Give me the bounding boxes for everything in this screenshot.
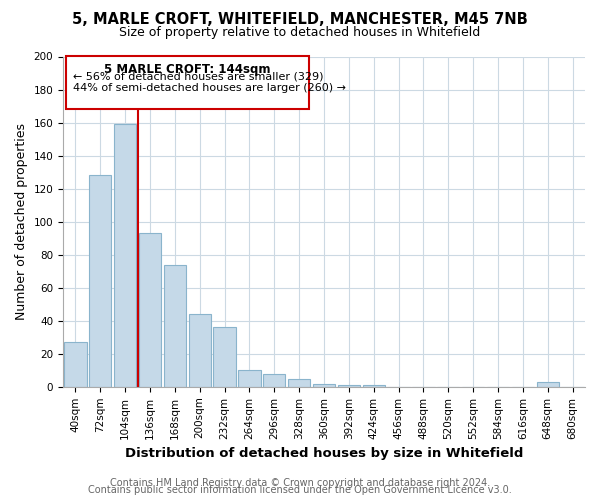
Bar bbox=[338, 385, 360, 387]
Bar bbox=[288, 378, 310, 387]
Bar bbox=[313, 384, 335, 387]
Bar bbox=[164, 264, 186, 387]
Text: Size of property relative to detached houses in Whitefield: Size of property relative to detached ho… bbox=[119, 26, 481, 39]
Y-axis label: Number of detached properties: Number of detached properties bbox=[15, 123, 28, 320]
Bar bbox=[139, 233, 161, 387]
Bar bbox=[65, 56, 309, 110]
Text: 5, MARLE CROFT, WHITEFIELD, MANCHESTER, M45 7NB: 5, MARLE CROFT, WHITEFIELD, MANCHESTER, … bbox=[72, 12, 528, 28]
Bar bbox=[114, 124, 136, 387]
Text: 5 MARLE CROFT: 144sqm: 5 MARLE CROFT: 144sqm bbox=[104, 63, 271, 76]
Text: 44% of semi-detached houses are larger (260) →: 44% of semi-detached houses are larger (… bbox=[73, 83, 346, 93]
Bar bbox=[263, 374, 286, 387]
Bar bbox=[64, 342, 86, 387]
Text: Contains HM Land Registry data © Crown copyright and database right 2024.: Contains HM Land Registry data © Crown c… bbox=[110, 478, 490, 488]
Bar bbox=[362, 385, 385, 387]
Text: ← 56% of detached houses are smaller (329): ← 56% of detached houses are smaller (32… bbox=[73, 72, 323, 82]
Bar bbox=[536, 382, 559, 387]
Bar bbox=[214, 328, 236, 387]
Bar bbox=[238, 370, 260, 387]
Text: Contains public sector information licensed under the Open Government Licence v3: Contains public sector information licen… bbox=[88, 485, 512, 495]
Bar bbox=[89, 176, 112, 387]
X-axis label: Distribution of detached houses by size in Whitefield: Distribution of detached houses by size … bbox=[125, 447, 523, 460]
Bar bbox=[188, 314, 211, 387]
